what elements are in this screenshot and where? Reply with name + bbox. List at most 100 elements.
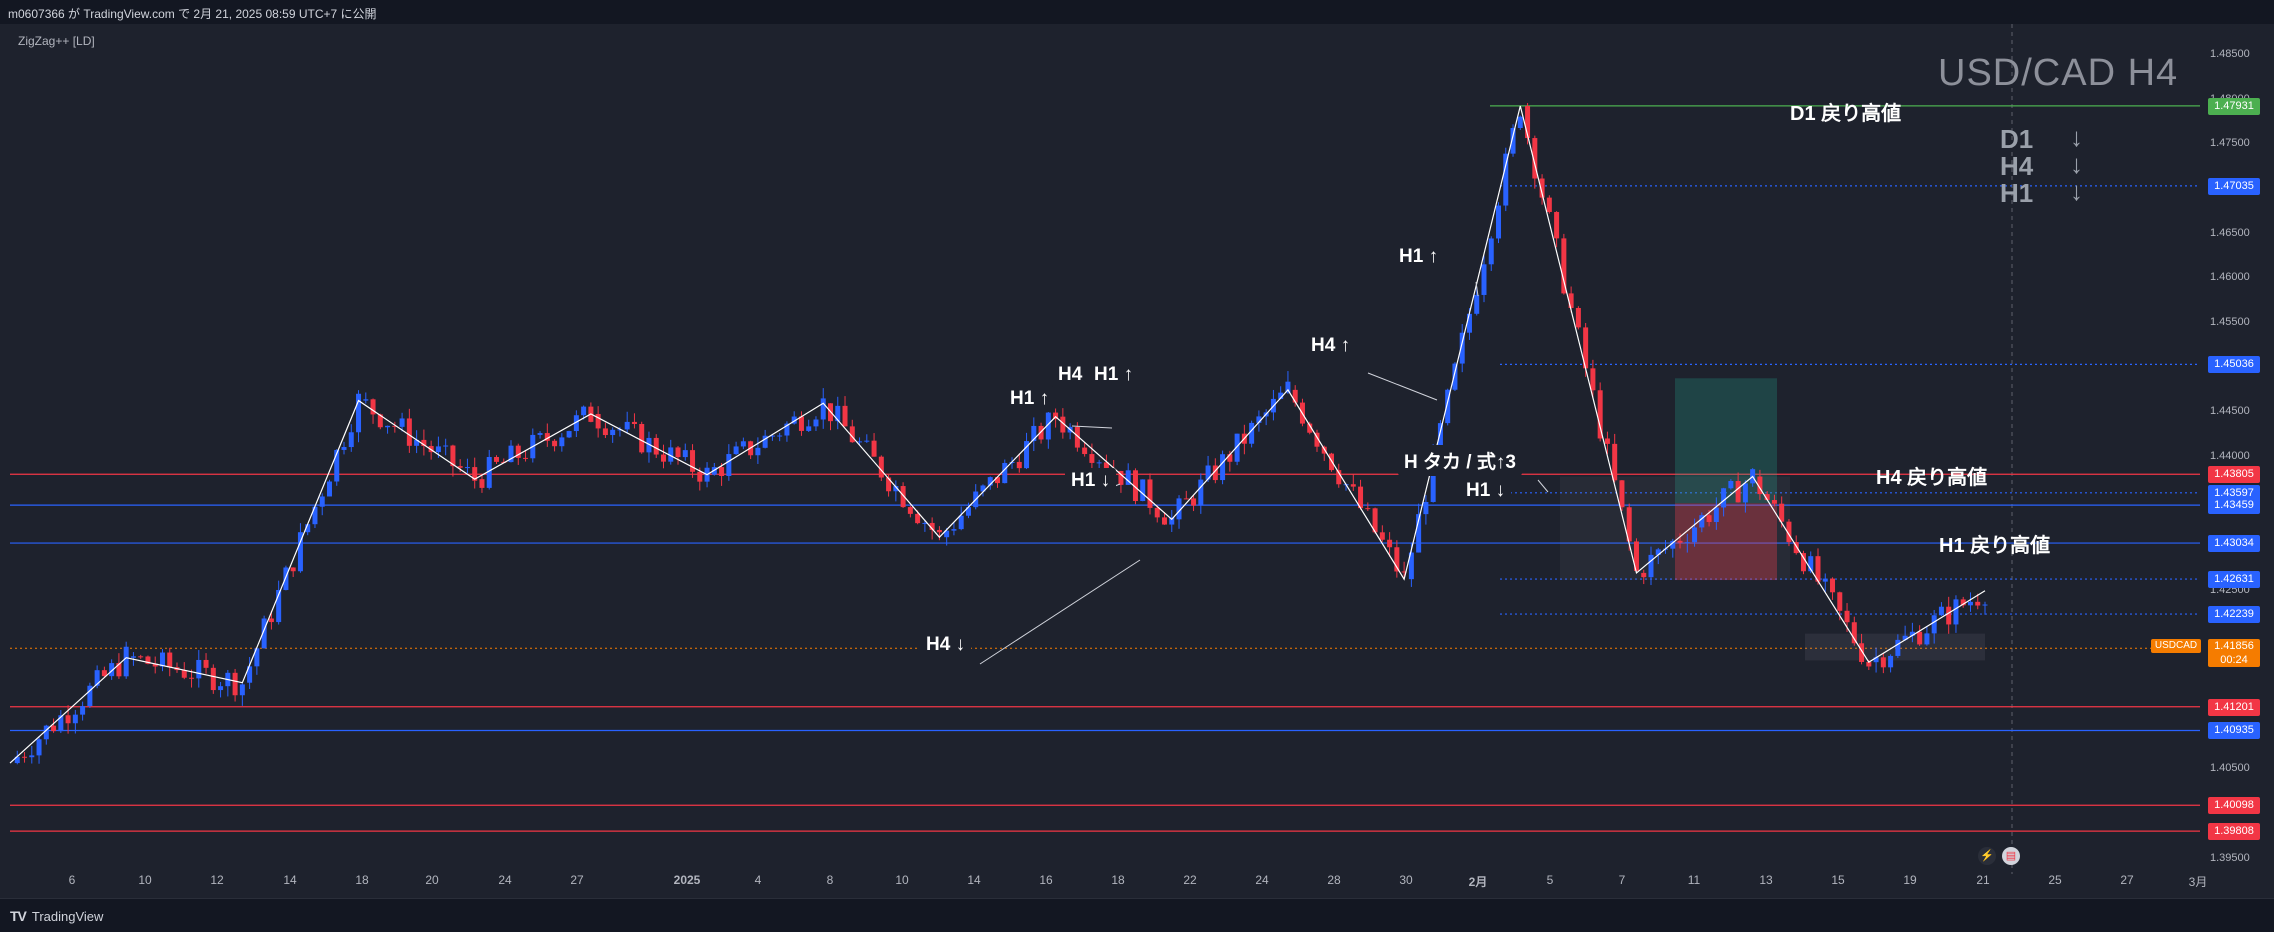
candle-body-51 — [385, 425, 391, 428]
candle-body-124 — [915, 513, 921, 524]
candle-body-88 — [653, 437, 659, 455]
publish-bar: m0607366 が TradingView.com で 2月 21, 2025… — [0, 0, 2274, 25]
tradingview-brand[interactable]: TV TradingView — [10, 908, 103, 924]
candle-body-2 — [29, 755, 35, 758]
candle-body-36 — [276, 589, 282, 623]
candle-body-115 — [849, 426, 855, 443]
h1-pullback-high-label[interactable]: H1 戻り高値 — [1939, 535, 2051, 557]
h4-down-annotation[interactable]: H4 ↓ — [920, 632, 972, 658]
candle-body-185 — [1358, 486, 1364, 509]
candle-body-127 — [936, 529, 942, 533]
h4-up-annotation[interactable]: H4 ↑ — [1305, 333, 1357, 359]
flag-icon[interactable]: ▤ — [2002, 847, 2020, 865]
price-label: 1.43034 — [2208, 535, 2260, 553]
x-tick: 18 — [1111, 873, 1125, 887]
candle-body-121 — [893, 486, 899, 492]
current-price-badge: 1.41856 00:24 — [2208, 639, 2260, 667]
candle-body-117 — [864, 440, 870, 442]
candle-body-0 — [14, 756, 20, 764]
x-tick: 27 — [570, 873, 584, 887]
stop-zone — [1675, 503, 1777, 581]
candle-body-152 — [1118, 470, 1124, 485]
candle-body-104 — [769, 435, 775, 437]
candle-body-261 — [1909, 631, 1915, 636]
x-tick: 28 — [1327, 873, 1341, 887]
candle-body-109 — [806, 426, 812, 431]
candle-body-82 — [610, 429, 616, 436]
candle-body-46 — [348, 432, 354, 448]
candle-body-210 — [1539, 178, 1545, 198]
h1-down-annotation-2[interactable]: H1 ↓ — [1460, 478, 1512, 504]
h1-up-annotation-2[interactable]: H1 ↑ — [1088, 362, 1140, 388]
candle-body-139 — [1024, 441, 1030, 469]
candle-body-263 — [1924, 633, 1930, 645]
candle-body-258 — [1888, 655, 1894, 668]
candle-body-159 — [1169, 517, 1175, 525]
price-chart[interactable] — [0, 24, 2274, 898]
indicator-label[interactable]: ZigZag++ [LD] — [18, 34, 95, 48]
price-label: 1.45036 — [2208, 356, 2260, 374]
x-tick: 12 — [210, 873, 224, 887]
lightning-icon[interactable]: ⚡ — [1978, 847, 1996, 865]
candle-body-129 — [951, 529, 957, 531]
candle-body-235 — [1721, 488, 1727, 508]
candle-body-61 — [457, 466, 463, 468]
candle-body-59 — [443, 445, 449, 447]
candle-body-1 — [22, 756, 28, 758]
h1-up-annotation[interactable]: H1 ↑ — [1004, 386, 1056, 412]
candle-body-45 — [341, 447, 347, 450]
candle-body-192 — [1408, 552, 1414, 580]
candle-body-25 — [196, 659, 202, 679]
x-tick: 19 — [1903, 873, 1917, 887]
h1-down-annotation[interactable]: H1 ↓ — [1065, 468, 1117, 494]
candle-body-143 — [1053, 412, 1059, 420]
candle-body-253 — [1851, 622, 1857, 644]
candle-body-11 — [94, 670, 100, 686]
candle-body-40 — [305, 524, 311, 533]
takane-pattern-annotation[interactable]: H タカ / 式↑3 — [1398, 445, 1522, 476]
candle-body-144 — [1060, 416, 1066, 433]
y-tick: 1.46000 — [2210, 271, 2250, 284]
candle-body-208 — [1525, 105, 1531, 139]
candle-body-74 — [552, 440, 558, 447]
candle-body-134 — [987, 477, 993, 486]
d1-pullback-high-label[interactable]: D1 戻り高値 — [1790, 103, 1902, 125]
candle-body-209 — [1532, 138, 1538, 179]
candle-body-237 — [1735, 481, 1741, 503]
candle-body-171 — [1256, 416, 1262, 423]
x-tick: 20 — [425, 873, 439, 887]
candle-body-270 — [1975, 601, 1981, 606]
candle-body-47 — [356, 393, 362, 433]
candle-body-161 — [1183, 498, 1189, 500]
candle-body-175 — [1285, 381, 1291, 393]
candle-body-69 — [515, 445, 521, 458]
x-tick: 16 — [1039, 873, 1053, 887]
price-label: 1.42631 — [2208, 571, 2260, 589]
h4-annotation[interactable]: H4 — [1052, 362, 1089, 388]
candle-body-168 — [1234, 433, 1240, 462]
y-tick: 1.47500 — [2210, 137, 2250, 150]
candle-body-166 — [1220, 454, 1226, 481]
x-tick: 2月 — [1468, 875, 1488, 889]
h4-pullback-high-label[interactable]: H4 戻り高値 — [1876, 467, 1988, 489]
candle-body-197 — [1445, 389, 1451, 424]
candle-body-56 — [421, 439, 427, 446]
x-tick: 2025 — [673, 873, 701, 887]
candle-body-202 — [1481, 264, 1487, 295]
candle-body-17 — [138, 656, 144, 658]
x-tick: 5 — [1546, 873, 1554, 887]
candle-body-184 — [1350, 484, 1356, 487]
candle-body-97 — [719, 467, 725, 477]
candle-body-12 — [101, 670, 107, 677]
x-tick: 15 — [1831, 873, 1845, 887]
candle-body-178 — [1307, 423, 1313, 433]
candle-body-249 — [1822, 578, 1828, 582]
h1-up-annotation-3[interactable]: H1 ↑ — [1393, 244, 1445, 270]
x-tick: 22 — [1183, 873, 1197, 887]
x-tick: 24 — [1255, 873, 1269, 887]
candle-body-43 — [326, 481, 332, 497]
y-tick: 1.45500 — [2210, 315, 2250, 328]
price-label: 1.40935 — [2208, 722, 2260, 740]
y-tick: 1.44500 — [2210, 405, 2250, 418]
candle-body-149 — [1096, 462, 1102, 464]
